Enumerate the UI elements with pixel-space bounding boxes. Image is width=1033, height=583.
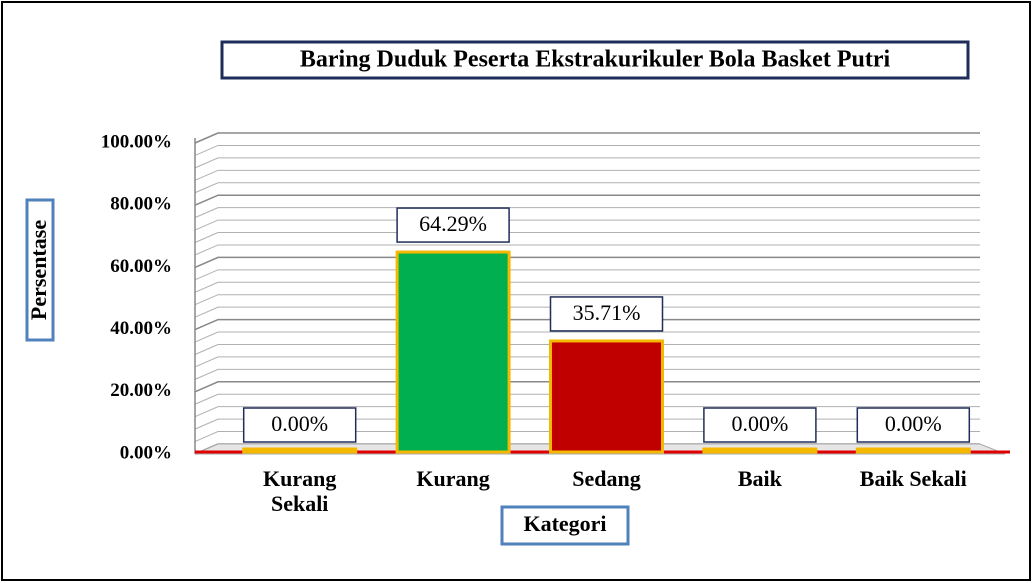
value-label-box	[242, 407, 357, 443]
y-tick-label: 0.00%	[120, 442, 172, 463]
grid-line	[194, 356, 980, 368]
grid-line	[194, 331, 980, 343]
y-label-box	[25, 198, 55, 342]
y-tick-label: 40.00%	[110, 318, 172, 339]
value-label-box	[396, 207, 510, 243]
grid-line	[194, 368, 980, 380]
grid-line	[194, 232, 980, 243]
x-tick-label: Sedang	[572, 466, 641, 491]
grid-line	[194, 207, 980, 219]
value-label: 64.29%	[419, 211, 487, 236]
value-label-box	[549, 296, 664, 332]
x-tick-label: Kurang	[416, 466, 490, 491]
grid-line	[194, 294, 980, 306]
y-tick-label: 100.00%	[101, 131, 172, 152]
grid-line	[194, 281, 980, 293]
x-tick-label: Baik Sekali	[859, 466, 967, 491]
bar	[549, 339, 664, 454]
y-tick-label: 20.00%	[110, 380, 172, 401]
grid-line	[194, 406, 980, 418]
value-label-box	[703, 407, 817, 443]
grid-line	[194, 157, 980, 169]
grid-line	[194, 393, 980, 405]
grid-line	[194, 169, 980, 181]
grid-line	[194, 381, 980, 393]
grid-line	[194, 318, 980, 331]
bar	[855, 447, 971, 454]
y-axis-label: Persentase	[26, 220, 51, 320]
grid-line	[194, 306, 980, 318]
grid-line	[194, 343, 980, 355]
grid-line	[194, 132, 980, 144]
y-tick-label: 60.00%	[110, 256, 172, 277]
title-box	[220, 40, 970, 80]
x-axis-label: Kategori	[523, 511, 606, 536]
grid-line	[194, 194, 980, 206]
value-label: 0.00%	[885, 411, 942, 436]
x-label-box	[500, 505, 630, 546]
grid-line	[194, 182, 980, 194]
bar	[702, 447, 818, 454]
value-label: 0.00%	[271, 411, 328, 436]
value-label: 35.71%	[573, 300, 641, 325]
x-tick-label: Kurang Sekali	[263, 466, 337, 516]
value-label-box	[856, 407, 971, 443]
value-label: 0.00%	[731, 411, 788, 436]
bar	[242, 447, 358, 454]
y-tick-label: 80.00%	[110, 194, 172, 215]
grid-line	[194, 269, 980, 281]
grid-line	[194, 144, 980, 156]
bar	[395, 250, 511, 454]
x-tick-label: Baik	[737, 466, 782, 491]
grid-line	[194, 256, 980, 269]
chart-title: Baring Duduk Peserta Ekstrakurikuler Bol…	[300, 47, 891, 73]
grid-line	[194, 219, 980, 231]
grid-line	[194, 244, 980, 256]
